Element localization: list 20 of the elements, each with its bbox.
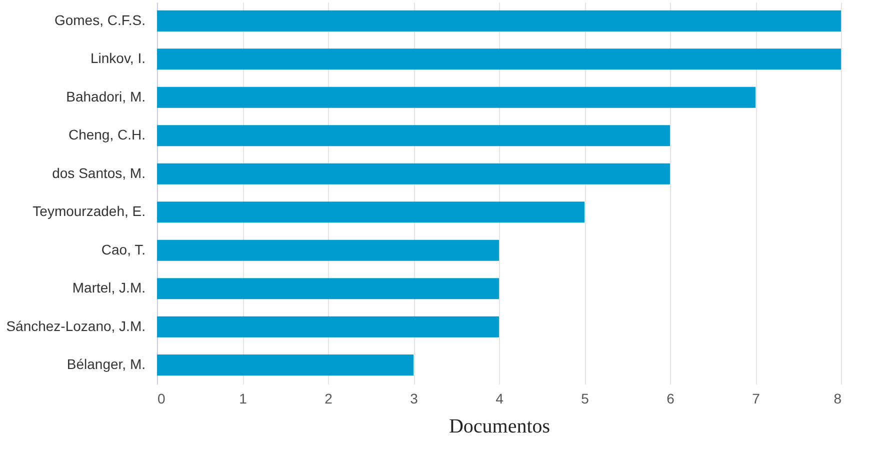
y-tick-label: Bahadori, M. — [66, 88, 146, 104]
x-tick-label: 5 — [581, 390, 590, 406]
y-tick-label: Bélanger, M. — [66, 356, 146, 372]
y-tick-label: Teymourzadeh, E. — [32, 203, 146, 220]
x-tick-label: 0 — [158, 390, 166, 406]
x-tick-label: 8 — [834, 390, 842, 406]
x-tick-label: 3 — [410, 390, 418, 406]
y-tick-label: Gomes, C.F.S. — [54, 12, 146, 28]
y-tick-label: Cheng, C.H. — [68, 126, 146, 143]
y-tick-label: Sánchez-Lozano, J.M. — [6, 318, 146, 334]
x-tick-label: 6 — [666, 390, 675, 406]
y-tick-label: Cao, T. — [101, 241, 146, 258]
x-tick-label: 4 — [496, 390, 504, 406]
x-tick-label: 1 — [239, 390, 248, 406]
y-tick-label: Linkov, I. — [90, 50, 146, 66]
y-tick-label: Martel, J.M. — [72, 280, 146, 296]
x-tick-label: 7 — [752, 390, 760, 406]
y-tick-label: dos Santos, M. — [52, 164, 146, 181]
x-tick-label: 2 — [324, 390, 333, 406]
x-axis-title: Documentos — [448, 416, 550, 438]
